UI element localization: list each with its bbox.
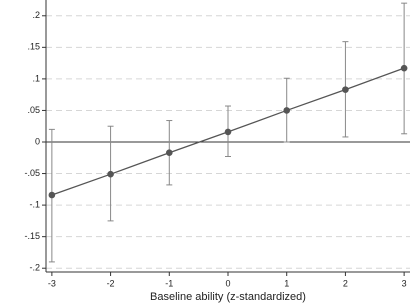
y-tick-label: -.1 xyxy=(29,199,40,209)
x-tick-label: 1 xyxy=(284,278,289,288)
y-tick-label: -.2 xyxy=(29,263,40,273)
x-tick-label: 2 xyxy=(343,278,348,288)
point xyxy=(283,107,291,114)
point xyxy=(165,149,173,157)
point xyxy=(342,86,349,93)
y-tick-label: .15 xyxy=(27,42,40,52)
x-tick-label: 3 xyxy=(402,278,407,288)
point xyxy=(107,170,114,178)
point xyxy=(224,128,232,136)
point xyxy=(48,191,56,199)
x-axis-label: Baseline ability (z-standardized) xyxy=(150,291,306,303)
x-tick-label: -1 xyxy=(165,278,173,288)
y-tick-label: -.15 xyxy=(24,231,40,241)
x-tick-label: -2 xyxy=(107,278,115,288)
y-tick-label: 0 xyxy=(35,136,40,146)
y-tick-label: .2 xyxy=(32,10,40,20)
y-tick-label: .1 xyxy=(32,73,40,83)
x-tick-label: -3 xyxy=(48,278,56,288)
y-tick-label: .05 xyxy=(27,105,40,115)
x-tick-label: 0 xyxy=(225,278,230,288)
point xyxy=(400,64,408,72)
y-tick-label: -.05 xyxy=(24,168,40,178)
